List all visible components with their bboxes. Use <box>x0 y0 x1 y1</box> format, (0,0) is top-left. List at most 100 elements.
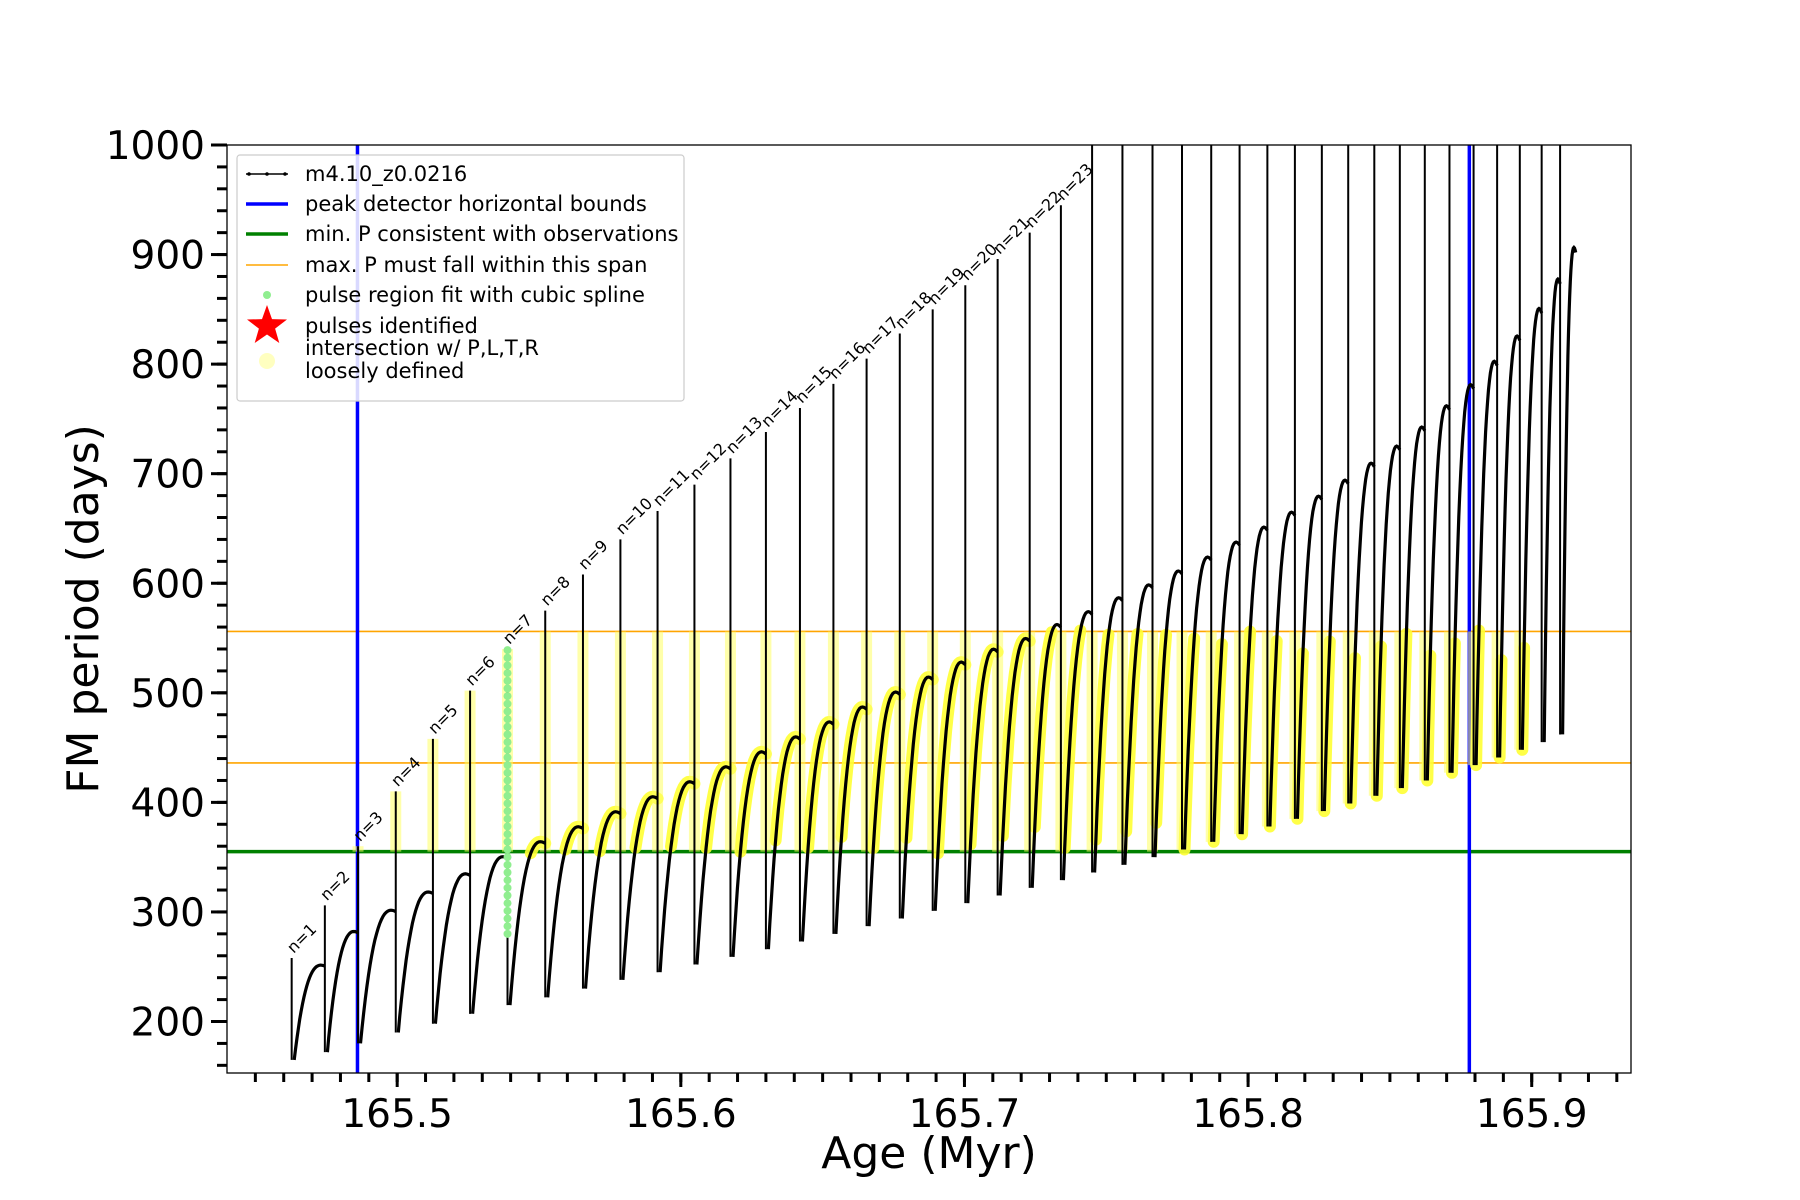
spline-point <box>503 669 512 678</box>
cubic-spline-region <box>503 646 512 938</box>
interpulse-arc <box>1061 610 1094 881</box>
plot-frame <box>226 144 1632 1074</box>
y-tick-label: 1000 <box>106 124 205 169</box>
pulse-label: n=3 <box>349 808 386 845</box>
spline-point <box>503 853 512 862</box>
spline-point <box>503 722 512 731</box>
legend-label: max. P must fall within this span <box>305 253 647 277</box>
interpulse-arc <box>1093 596 1124 873</box>
y-tick-label: 300 <box>131 891 205 936</box>
pulse-label: n=5 <box>424 700 461 737</box>
legend-box <box>236 154 685 402</box>
x-tick-label: 165.8 <box>1192 1092 1304 1137</box>
spline-point <box>503 876 512 885</box>
interpulse-arc <box>731 750 767 957</box>
interpulse-arc <box>508 840 546 1006</box>
legend-dot <box>265 172 269 176</box>
spline-point <box>503 761 512 770</box>
interpulse-arc <box>1498 334 1522 758</box>
interpulse-arc <box>1153 569 1184 858</box>
spline-point <box>503 891 512 900</box>
spline-point <box>503 661 512 670</box>
interpulse-arc <box>1212 540 1241 842</box>
spline-point <box>503 822 512 831</box>
interpulse-arc <box>1030 622 1063 888</box>
spline-point <box>503 837 512 846</box>
interpulse-arc <box>867 690 901 927</box>
pulse-label: n=23 <box>1052 160 1096 204</box>
spline-point <box>503 906 512 915</box>
y-tick-label: 700 <box>131 453 205 498</box>
y-axis-title: FM period (days) <box>58 424 109 794</box>
interpulse-arc <box>292 963 326 1061</box>
pulse-label: n=9 <box>574 536 611 573</box>
legend-label: peak detector horizontal bounds <box>305 192 647 216</box>
legend-star-icon <box>247 305 287 343</box>
legend-dot <box>247 172 251 176</box>
interpulse-arc <box>966 647 999 904</box>
interpulse-arc <box>1450 382 1476 773</box>
spline-point <box>503 929 512 938</box>
spline-point <box>503 868 512 877</box>
interpulse-arc <box>1349 461 1376 804</box>
pulse-label: n=2 <box>316 867 353 904</box>
spline-point <box>503 776 512 785</box>
interpulse-arc <box>1400 425 1427 789</box>
spline-point <box>503 745 512 754</box>
spline-point <box>503 653 512 662</box>
y-tick-label: 500 <box>131 672 205 717</box>
spline-point <box>503 860 512 869</box>
interpulse-arc <box>1123 583 1154 865</box>
interpulse-arc <box>1425 403 1451 781</box>
spline-point <box>503 799 512 808</box>
pulse-label: n=6 <box>461 652 498 689</box>
spline-point <box>503 807 512 816</box>
spline-point <box>503 922 512 931</box>
interpulse-arc <box>1182 555 1213 850</box>
x-tick-label: 165.7 <box>909 1092 1021 1137</box>
spline-point <box>503 692 512 701</box>
spline-point <box>503 699 512 708</box>
interpulse-arc <box>358 908 397 1044</box>
axes: 165.5 165.6 165.7 165.8 165.9 200 300 400 500 600… <box>106 124 1619 1137</box>
interpulse-arc <box>621 795 659 981</box>
legend-label: pulses identified <box>305 314 478 338</box>
spline-point <box>503 676 512 685</box>
pulse-label: n=1 <box>283 919 320 956</box>
x-axis-title: Age (Myr) <box>821 1128 1037 1179</box>
interpulse-arc <box>325 929 359 1053</box>
interpulse-arc <box>546 825 584 998</box>
interpulse-arc <box>695 765 732 965</box>
interpulse-arc <box>998 636 1031 896</box>
legend-handle <box>259 353 275 369</box>
interpulse-arc <box>396 890 434 1033</box>
interpulse-arc <box>800 720 835 942</box>
y-tick-label: 400 <box>131 781 205 826</box>
spline-point <box>503 738 512 747</box>
spline-point <box>503 684 512 693</box>
spline-point <box>503 707 512 716</box>
interpulse-arc <box>583 810 622 989</box>
spline-point <box>503 814 512 823</box>
interpulse-arc <box>900 675 934 919</box>
interpulse-arc <box>1520 306 1544 750</box>
legend-label: intersection w/ P,L,T,R <box>305 336 539 360</box>
interpulse-arc <box>1240 525 1269 835</box>
spline-point <box>503 753 512 762</box>
interpulse-arc <box>658 780 696 973</box>
pulse-label: n=10 <box>612 494 656 538</box>
pulse-label: n=4 <box>387 753 424 790</box>
legend-label-line2: loosely defined <box>305 359 464 383</box>
spline-point <box>503 830 512 839</box>
spline-point <box>503 730 512 739</box>
interpulse-arc <box>471 855 509 1014</box>
interpulse-arc <box>834 705 868 934</box>
spline-point <box>503 784 512 793</box>
interpulse-arc <box>766 735 801 950</box>
legend-label: min. P consistent with observations <box>305 222 678 246</box>
y-tick-label: 200 <box>131 1001 205 1046</box>
interpulse-arc <box>1295 494 1324 819</box>
interpulse-arc <box>1322 478 1350 812</box>
interpulse-arc <box>1542 276 1562 743</box>
